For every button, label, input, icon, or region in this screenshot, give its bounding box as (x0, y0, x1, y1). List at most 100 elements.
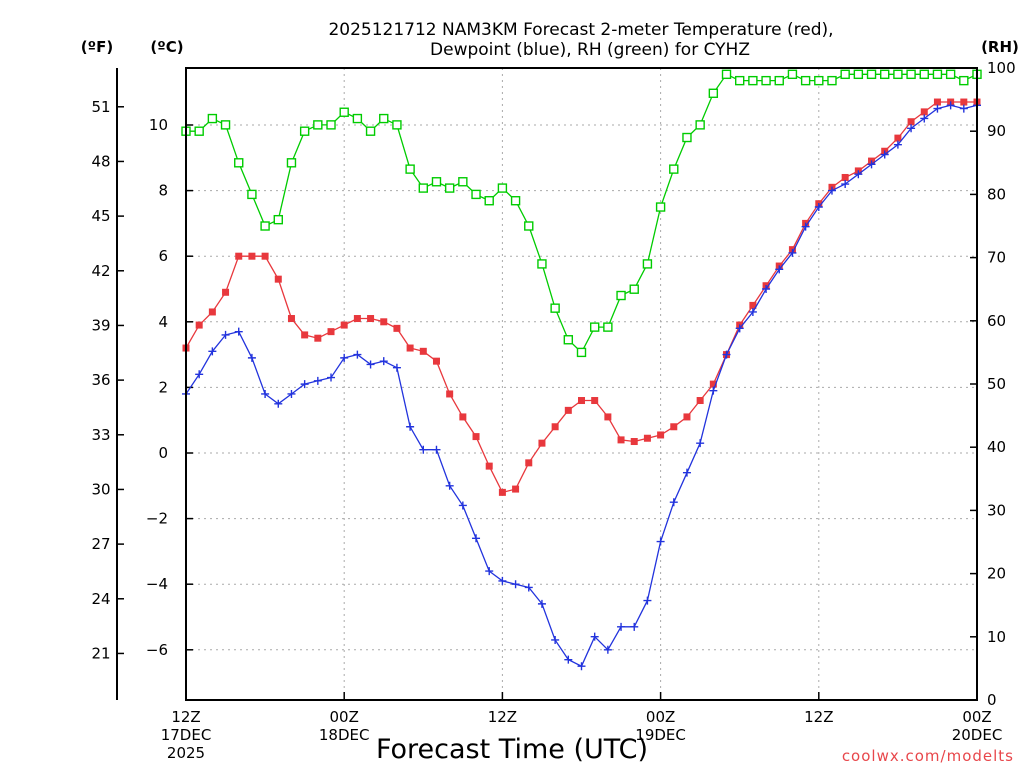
temperature-point (314, 334, 322, 342)
rh-tick-label: 0 (987, 691, 997, 709)
temperature-point (907, 118, 915, 126)
temperature-point (617, 436, 625, 444)
dewpoint-point (234, 327, 243, 336)
temperature-point (472, 433, 480, 441)
dewpoint-point (274, 399, 283, 408)
rh-point (893, 69, 903, 80)
temperature-point (604, 413, 612, 421)
temperature-point (459, 413, 467, 421)
temperature-point (630, 438, 638, 446)
rh-point (405, 164, 415, 174)
rh-point (629, 284, 639, 294)
rh-point (563, 335, 574, 345)
rh-tick-label: 100 (987, 59, 1016, 77)
dewpoint-point (590, 632, 599, 641)
dewpoint-point (511, 580, 520, 589)
dewpoint-point (406, 422, 415, 431)
temperature-point (498, 488, 506, 496)
dewpoint-point (814, 203, 823, 211)
temperature-point (749, 301, 757, 309)
rh-tick-label: 80 (987, 185, 1006, 203)
rh-point (642, 259, 653, 269)
temperature-point (380, 318, 388, 326)
temperature-point (657, 431, 665, 439)
rh-point (352, 113, 363, 124)
rh-point (748, 75, 758, 86)
rh-point (866, 69, 877, 80)
temperature-point (261, 252, 269, 260)
rh-axis: 0 10 20 30 40 50 60 70 80 90 100 (970, 59, 1016, 709)
temperature-point (551, 423, 559, 431)
rh-point (220, 120, 231, 130)
time-tick-label: 19DEC (635, 726, 686, 744)
rh-point (853, 69, 864, 80)
rh-tick-label: 30 (987, 501, 1006, 519)
temperature-point (235, 252, 243, 260)
rh-point (392, 120, 402, 130)
temperature-point (525, 459, 533, 467)
dewpoint-point (854, 170, 863, 179)
rh-point (550, 303, 560, 313)
rh-unit-label: (RH) (981, 38, 1019, 56)
temperature-point (287, 315, 295, 323)
dewpoint-point (841, 180, 850, 189)
chart-title-line-1: 2025121712 NAM3KM Forecast 2-meter Tempe… (328, 20, 833, 40)
rh-point (260, 221, 270, 231)
rh-tick-label: 20 (987, 565, 1006, 583)
fahrenheit-tick-label: 36 (91, 371, 110, 389)
dewpoint-point (959, 104, 968, 113)
fahrenheit-tick-label: 24 (91, 590, 110, 608)
dewpoint-point (762, 285, 771, 293)
temperature-point (367, 315, 375, 323)
rh-tick-label: 60 (987, 312, 1006, 330)
temperature-point (393, 324, 401, 332)
dewpoint-point (327, 373, 336, 382)
fahrenheit-tick-label: 33 (91, 426, 110, 444)
rh-point (458, 177, 468, 187)
temperature-point (222, 288, 230, 296)
rh-point (919, 69, 929, 80)
data-series (181, 69, 982, 671)
fahrenheit-tick-label: 51 (91, 98, 110, 116)
rh-point (286, 158, 297, 168)
rh-point (273, 214, 283, 225)
time-tick-label: 18DEC (319, 726, 370, 744)
rh-tick-label: 50 (987, 375, 1006, 393)
celsius-tick-label: 10 (149, 116, 168, 134)
dewpoint-point (630, 622, 639, 631)
rh-point (379, 113, 389, 124)
temperature-point (696, 397, 704, 405)
rh-tick-label: 40 (987, 438, 1006, 456)
rh-point (431, 177, 442, 187)
rh-point (576, 347, 587, 358)
rh-point (313, 120, 323, 130)
celsius-tick-label: −2 (146, 510, 168, 528)
dewpoint-point (920, 114, 929, 123)
rh-point (234, 158, 244, 168)
dewpoint-point (498, 576, 507, 585)
credit-text: coolwx.com/modelts (842, 747, 1014, 765)
dewpoint-point (208, 347, 217, 356)
temperature-point (709, 380, 717, 388)
fahrenheit-tick-label: 45 (91, 207, 110, 225)
dewpoint-point (537, 599, 546, 608)
temperature-point (248, 252, 256, 260)
rh-point (339, 107, 349, 117)
dewpoint-point (643, 596, 652, 605)
rh-point (471, 189, 481, 200)
fahrenheit-tick-label: 30 (91, 480, 110, 498)
temperature-point (683, 413, 691, 421)
rh-point (695, 120, 705, 130)
temperature-point (591, 397, 599, 405)
temperature-point (512, 485, 520, 493)
time-tick-label: 12Z (171, 708, 200, 726)
dewpoint-point (907, 124, 916, 133)
temperature-point (670, 423, 678, 431)
dewpoint-point (261, 389, 270, 398)
rh-point (800, 75, 811, 86)
dewpoint-point (379, 357, 388, 366)
dewpoint-point (287, 389, 296, 398)
time-tick-label: 17DEC (161, 726, 212, 744)
rh-point (945, 69, 956, 80)
dewpoint-point (195, 370, 204, 379)
